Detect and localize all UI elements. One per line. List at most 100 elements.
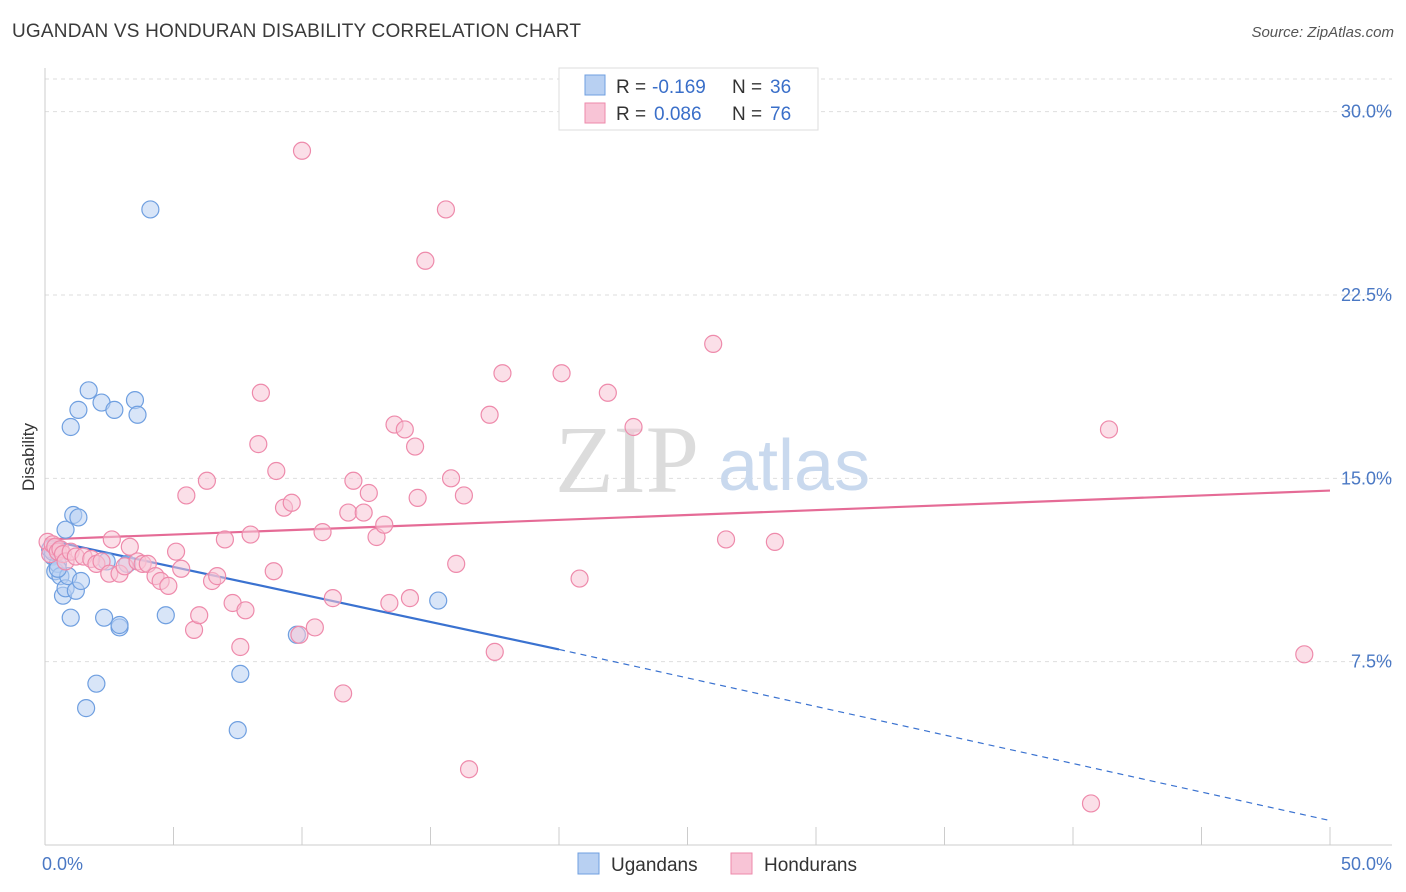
ugandan-point	[69, 400, 88, 419]
ugandan-point	[61, 608, 80, 627]
y-axis-title: Disability	[19, 422, 38, 491]
stats-n-value-1: 36	[770, 77, 791, 98]
honduran-point	[215, 530, 234, 549]
honduran-point	[313, 523, 332, 542]
honduran-point	[323, 589, 342, 608]
honduran-point	[459, 760, 479, 779]
honduran-point	[236, 601, 255, 620]
honduran-point	[485, 642, 504, 661]
honduran-point	[1099, 420, 1119, 439]
ugandan-point	[71, 571, 91, 591]
ugandan-point	[87, 674, 106, 693]
honduran-point	[120, 537, 139, 556]
chart-title: UGANDAN VS HONDURAN DISABILITY CORRELATI…	[12, 21, 582, 42]
honduran-point	[716, 530, 736, 549]
y-tick-labels: 7.5% 15.0% 22.5% 30.0%	[1341, 102, 1392, 672]
honduran-point	[447, 554, 466, 573]
honduran-point	[292, 141, 312, 160]
y-tick-label: 22.5%	[1341, 285, 1392, 305]
series-legend-swatch-hondurans	[730, 852, 753, 875]
honduran-trend-line	[44, 489, 1331, 541]
honduran-point	[1295, 645, 1314, 664]
legend-swatch-ugandans	[584, 74, 606, 96]
honduran-point	[264, 562, 283, 581]
honduran-point	[359, 483, 378, 503]
honduran-point	[395, 420, 414, 439]
ugandan-point	[105, 400, 124, 419]
honduran-point	[290, 625, 309, 644]
x-tick-labels: 0.0% 50.0%	[42, 854, 1392, 874]
honduran-point	[704, 334, 723, 353]
honduran-point	[416, 251, 435, 270]
x-tick-label: 50.0%	[1341, 854, 1392, 874]
ugandan-point	[429, 591, 448, 610]
honduran-point	[375, 515, 394, 534]
honduran-point	[197, 471, 217, 490]
honduran-point	[436, 200, 456, 219]
honduran-point	[241, 525, 260, 544]
honduran-point	[354, 503, 373, 522]
honduran-point	[190, 606, 209, 625]
ugandan-point	[128, 405, 147, 424]
honduran-point	[208, 567, 227, 586]
axes	[44, 68, 1392, 846]
honduran-point	[624, 417, 643, 437]
honduran-point	[305, 618, 324, 637]
y-tick-label: 7.5%	[1351, 652, 1392, 672]
ugandan-point	[79, 381, 98, 400]
honduran-point	[480, 405, 499, 424]
data-points	[38, 141, 1314, 813]
series-legend-label-hondurans: Hondurans	[764, 855, 857, 876]
ugandan-point	[77, 699, 96, 718]
honduran-point	[177, 486, 196, 505]
honduran-point	[454, 486, 474, 505]
honduran-point	[166, 542, 186, 561]
ugandan-trend-extension	[558, 648, 1331, 822]
honduran-point	[405, 437, 425, 456]
ugandan-point	[95, 608, 114, 627]
honduran-point	[441, 469, 461, 488]
ugandan-point	[61, 417, 80, 437]
honduran-point	[765, 532, 784, 551]
honduran-point	[493, 364, 512, 383]
stats-r-label-2: R =	[616, 104, 646, 125]
ugandan-point	[141, 200, 160, 219]
stats-n-label-1: N =	[732, 77, 762, 98]
honduran-point	[552, 364, 571, 383]
series-legend: Ugandans Hondurans	[577, 852, 857, 876]
honduran-point	[570, 569, 589, 588]
honduran-point	[172, 559, 191, 578]
honduran-point	[344, 471, 363, 490]
honduran-point	[1081, 794, 1101, 813]
honduran-point	[251, 383, 270, 402]
honduran-point	[339, 503, 358, 522]
honduran-point	[598, 383, 617, 402]
ugandan-point	[156, 606, 175, 625]
series-legend-label-ugandans: Ugandans	[611, 855, 698, 876]
honduran-point	[231, 637, 250, 657]
ugandan-point	[228, 721, 247, 740]
stats-r-value-2: 0.086	[654, 104, 702, 125]
honduran-point	[282, 493, 301, 512]
honduran-point	[159, 576, 178, 595]
stats-n-value-2: 76	[770, 104, 791, 125]
ugandan-point	[56, 520, 75, 539]
ugandan-point	[110, 615, 129, 635]
ugandan-point	[69, 508, 88, 527]
honduran-point	[380, 593, 399, 613]
legend-swatch-hondurans	[584, 102, 606, 124]
series-legend-swatch-ugandans	[577, 852, 600, 875]
x-tick-label: 0.0%	[42, 854, 83, 874]
stats-legend: R = -0.169 N = 36 R = 0.086 N = 76	[558, 67, 819, 131]
grid-lines	[45, 78, 1392, 663]
y-tick-label: 15.0%	[1341, 468, 1392, 488]
stats-r-label-1: R =	[616, 77, 646, 98]
honduran-point	[408, 488, 427, 507]
honduran-point	[400, 589, 420, 608]
honduran-point	[102, 530, 121, 549]
watermark-atlas: atlas	[718, 426, 870, 506]
honduran-point	[267, 461, 286, 481]
ugandan-point	[231, 664, 250, 683]
honduran-point	[249, 435, 268, 454]
